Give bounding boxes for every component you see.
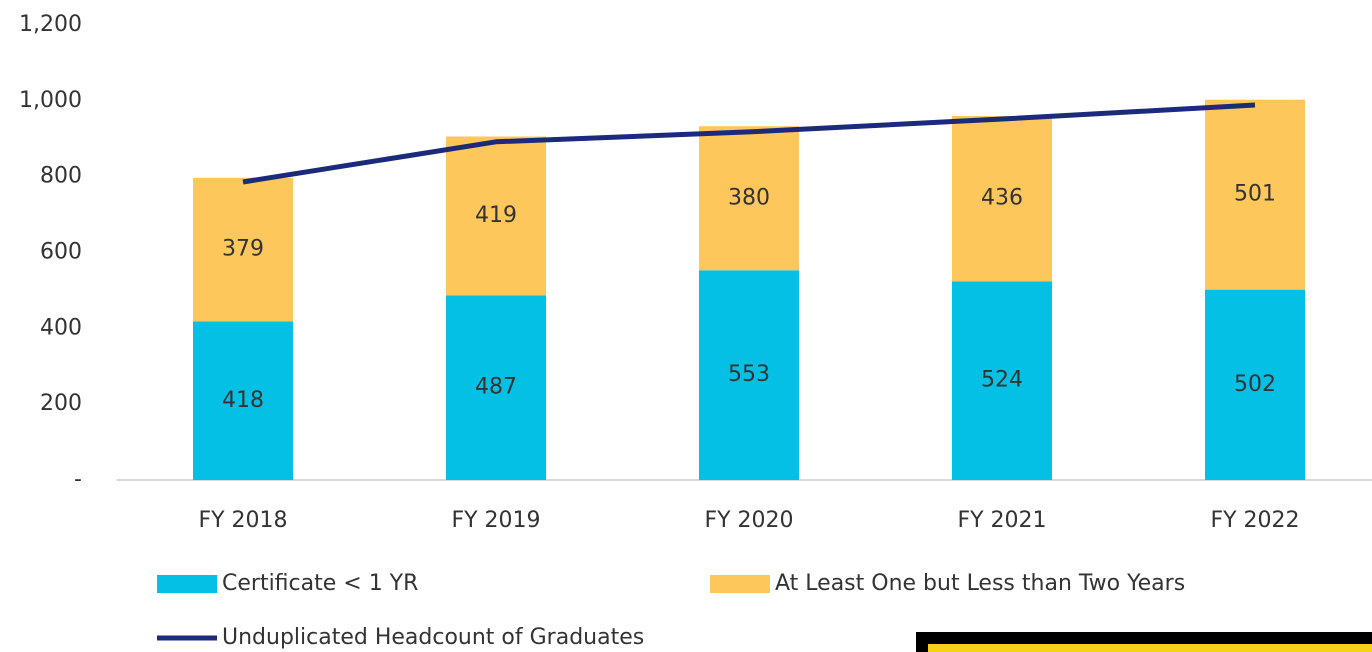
y-tick-label: 800 bbox=[40, 164, 82, 189]
data-label: 419 bbox=[475, 203, 517, 228]
bar-segment bbox=[699, 270, 799, 480]
x-tick-label: FY 2022 bbox=[1210, 508, 1299, 533]
legend-swatch bbox=[157, 575, 217, 593]
x-tick-label: FY 2018 bbox=[198, 508, 287, 533]
y-tick-label: 600 bbox=[40, 240, 82, 265]
y-tick-label: 1,000 bbox=[19, 88, 82, 113]
bar-segment bbox=[193, 177, 293, 322]
bar-segment bbox=[446, 295, 546, 480]
legend-swatch bbox=[710, 575, 770, 593]
data-label: 418 bbox=[222, 388, 264, 413]
data-label: 436 bbox=[981, 186, 1023, 211]
bar-segment bbox=[952, 116, 1052, 282]
bar-segment bbox=[446, 136, 546, 296]
data-label: 501 bbox=[1234, 182, 1276, 207]
bar-segment bbox=[193, 321, 293, 480]
data-label: 487 bbox=[475, 375, 517, 400]
y-tick-label: 200 bbox=[40, 391, 82, 416]
data-label: 553 bbox=[728, 362, 770, 387]
line bbox=[242, 102, 1256, 185]
y-tick-label: 1,200 bbox=[19, 12, 82, 37]
x-tick-label: FY 2021 bbox=[957, 508, 1046, 533]
data-label: 502 bbox=[1234, 372, 1276, 397]
legend-label: At Least One but Less than Two Years bbox=[775, 571, 1185, 596]
data-label: 379 bbox=[222, 237, 264, 262]
legend-label: Unduplicated Headcount of Graduates bbox=[222, 625, 644, 650]
bar-segment bbox=[1205, 289, 1305, 480]
bar-segment bbox=[1205, 99, 1305, 290]
bar-segment bbox=[699, 126, 799, 271]
x-tick-label: FY 2020 bbox=[704, 508, 793, 533]
x-tick-label: FY 2019 bbox=[451, 508, 540, 533]
overlay-box-inner bbox=[928, 644, 1372, 652]
y-tick-label: - bbox=[74, 467, 82, 492]
data-label: 524 bbox=[981, 368, 1023, 393]
legend-label: Certificate < 1 YR bbox=[222, 571, 418, 596]
y-tick-label: 400 bbox=[40, 315, 82, 340]
bar-segment bbox=[952, 281, 1052, 480]
data-label: 380 bbox=[728, 185, 770, 210]
